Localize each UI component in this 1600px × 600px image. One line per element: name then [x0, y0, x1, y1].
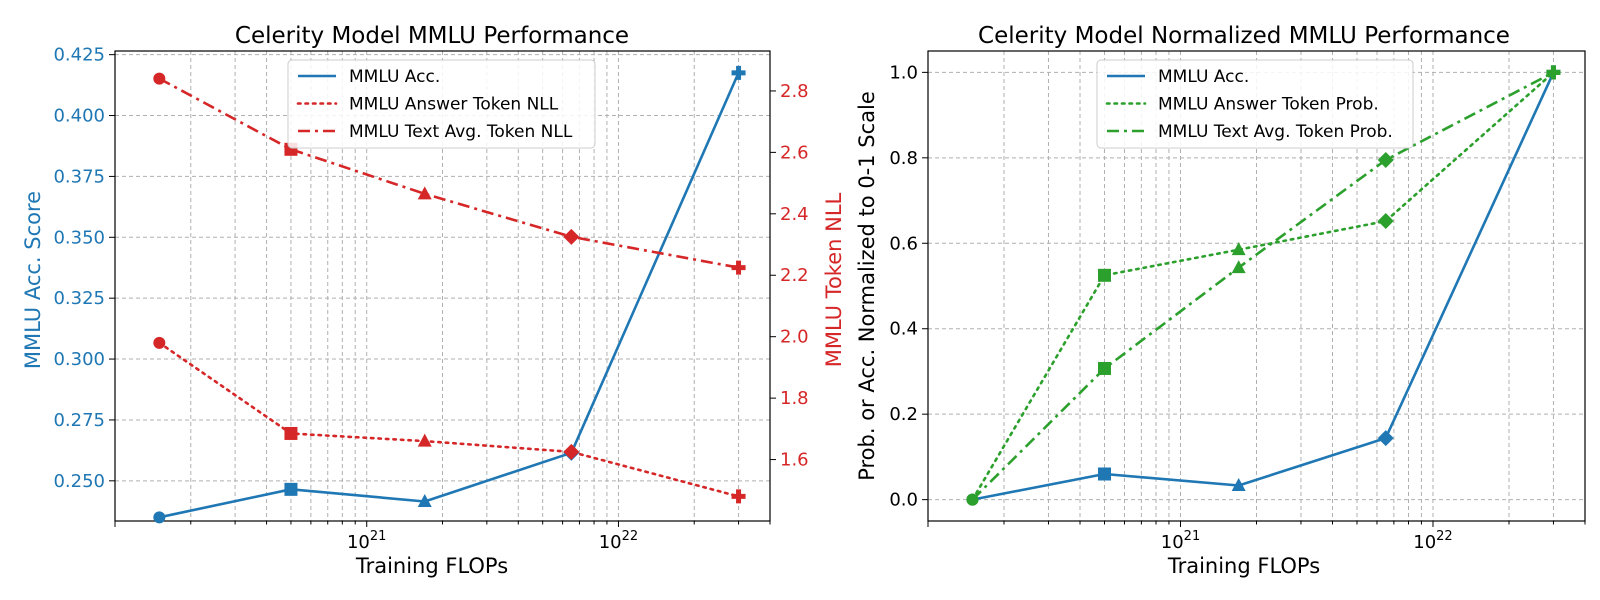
- chart1-y2label: MMLU Token NLL: [822, 192, 846, 367]
- y-tick-label: 0.275: [53, 410, 105, 431]
- legend-box: [287, 59, 596, 149]
- legend: MMLU Acc. MMLU Answer Token Prob. MMLU Tex…: [1096, 59, 1414, 149]
- y-tick-label: 0.325: [53, 288, 105, 309]
- legend-label: MMLU Answer Token NLL: [349, 95, 559, 115]
- y2-tick-label: 2.2: [780, 265, 809, 286]
- data-point-marker: [153, 511, 166, 524]
- legend-label: MMLU Acc.: [1158, 67, 1249, 87]
- chart1-title: Celerity Model MMLU Performance: [235, 23, 629, 49]
- data-point-marker: [1377, 430, 1394, 447]
- data-point-marker: [1377, 213, 1394, 230]
- data-point-marker: [284, 482, 298, 496]
- data-point-marker: [284, 426, 298, 440]
- legend-box: [1096, 59, 1414, 149]
- y-tick-label: 0.6: [889, 233, 918, 254]
- data-point-marker: [153, 336, 166, 349]
- x-tick-label: 1021: [1161, 529, 1200, 553]
- data-point-marker: [1546, 65, 1561, 80]
- y2-tick-label: 2.4: [780, 204, 809, 225]
- y2-tick-label: 2.6: [780, 142, 809, 163]
- y-tick-label: 0.4: [889, 319, 918, 340]
- y-tick-label: 0.375: [53, 166, 105, 187]
- data-point-marker: [1377, 151, 1394, 168]
- data-point-marker: [1097, 268, 1111, 282]
- y-tick-label: 0.0: [889, 490, 918, 511]
- chart2-title: Celerity Model Normalized MMLU Performan…: [978, 23, 1510, 49]
- x-tick-label: 1022: [1413, 529, 1452, 553]
- y-tick-label: 0.425: [53, 45, 105, 66]
- data-point-marker: [731, 260, 746, 275]
- data-point-marker: [153, 72, 166, 85]
- chart-mmlu-performance: Celerity Model MMLU Performance Training…: [21, 23, 846, 578]
- chart1-ylabel: MMLU Acc. Score: [21, 191, 45, 369]
- y2-tick-label: 2.8: [780, 81, 809, 102]
- data-point-marker: [417, 433, 432, 447]
- series-mmlu-answer-token-nll: [153, 336, 746, 504]
- chart2-xlabel: Training FLOPs: [1167, 554, 1320, 578]
- data-point-marker: [1231, 478, 1246, 492]
- data-point-marker: [417, 186, 432, 200]
- data-point-marker: [1097, 467, 1111, 481]
- chart-normalized-mmlu-performance: Celerity Model Normalized MMLU Performan…: [855, 23, 1586, 578]
- legend-label: MMLU Acc.: [349, 67, 440, 87]
- y2-tick-label: 1.8: [780, 388, 809, 409]
- chart2-ylabel: Prob. or Acc. Normalized to 0-1 Scale: [855, 91, 879, 481]
- y-tick-label: 0.8: [889, 148, 918, 169]
- y-tick-label: 1.0: [889, 62, 918, 83]
- legend: MMLU Acc. MMLU Answer Token NLL MMLU Text …: [287, 59, 596, 149]
- series-mmlu-text-avg-token-prob: [966, 65, 1561, 506]
- y2-tick-label: 1.6: [780, 450, 809, 471]
- data-point-marker: [1231, 260, 1246, 274]
- y-tick-label: 0.250: [53, 471, 105, 492]
- data-point-marker: [1231, 242, 1246, 256]
- data-point-marker: [417, 494, 432, 508]
- data-point-marker: [1097, 361, 1111, 375]
- y-tick-label: 0.2: [889, 404, 918, 425]
- x-tick-label: 1021: [347, 529, 386, 553]
- y-tick-label: 0.300: [53, 349, 105, 370]
- data-point-marker: [731, 65, 746, 80]
- legend-label: MMLU Answer Token Prob.: [1158, 95, 1379, 115]
- legend-label: MMLU Text Avg. Token Prob.: [1158, 122, 1393, 142]
- data-point-marker: [731, 489, 746, 504]
- y-tick-label: 0.400: [53, 106, 105, 127]
- chart1-xlabel: Training FLOPs: [355, 554, 508, 578]
- y2-tick-label: 2.0: [780, 327, 809, 348]
- legend-label: MMLU Text Avg. Token NLL: [349, 122, 573, 142]
- series-line: [158, 341, 740, 498]
- data-point-marker: [966, 493, 979, 506]
- y-tick-label: 0.350: [53, 227, 105, 248]
- x-tick-label: 1022: [599, 529, 638, 553]
- data-point-marker: [563, 443, 580, 460]
- data-point-marker: [563, 228, 580, 245]
